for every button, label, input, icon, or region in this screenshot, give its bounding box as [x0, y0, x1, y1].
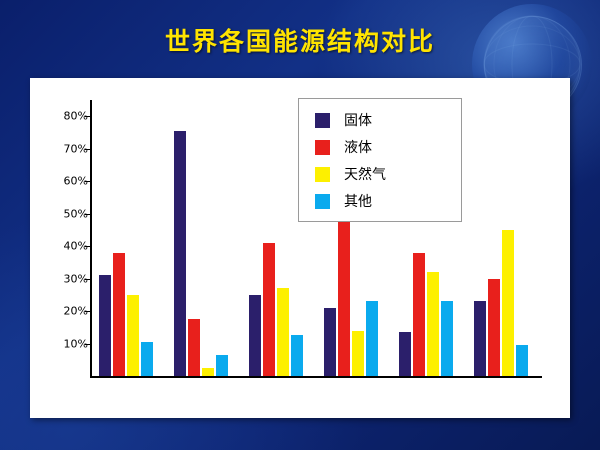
legend-swatch [315, 166, 330, 182]
y-tick-label: 60% [63, 174, 88, 188]
bar [398, 332, 411, 376]
bar [248, 294, 261, 376]
bar [126, 294, 139, 376]
bar [412, 252, 425, 376]
y-tick-label: 20% [63, 304, 88, 318]
bar [276, 288, 289, 376]
bar-group [167, 100, 242, 376]
bar [187, 319, 200, 376]
chart-legend: 固体 液体 天然气 其他 [298, 98, 462, 222]
bar [112, 252, 125, 376]
bar [337, 205, 350, 376]
y-tick-label: 10% [63, 337, 88, 351]
bar-group [392, 100, 467, 376]
y-tick-label: 70% [63, 142, 88, 156]
legend-label: 固体 [344, 113, 372, 129]
bar [351, 330, 364, 376]
y-tick-mark [85, 181, 91, 183]
y-tick-label: 50% [63, 207, 88, 221]
y-tick-label: 80% [63, 109, 88, 123]
legend-swatch [315, 112, 330, 128]
bar [487, 278, 500, 376]
bar [473, 301, 486, 376]
y-tick-mark [85, 343, 91, 345]
legend-item: 其他 [315, 190, 372, 212]
bar [262, 242, 275, 376]
bar [215, 354, 228, 376]
y-tick-mark [85, 116, 91, 118]
bar [323, 307, 336, 376]
y-tick-label: 40% [63, 239, 88, 253]
bar-group [92, 100, 167, 376]
bar-series-layer [92, 100, 542, 376]
legend-item: 液体 [315, 136, 372, 158]
x-axis [90, 376, 542, 378]
bar [440, 301, 453, 376]
bar [426, 272, 439, 376]
y-tick-mark [85, 311, 91, 313]
bar [173, 130, 186, 376]
bar [515, 345, 528, 376]
legend-swatch [315, 193, 330, 209]
y-tick-mark [85, 278, 91, 280]
bar [201, 367, 214, 376]
bar [98, 275, 111, 376]
legend-label: 其他 [344, 194, 372, 210]
legend-label: 液体 [344, 140, 372, 156]
chart-card: 10%20%30%40%50%60%70%80% 世界中国美国日本加拿大前苏联 … [30, 78, 570, 418]
legend-label: 天然气 [344, 167, 386, 183]
bar-group [467, 100, 542, 376]
y-tick-mark [85, 246, 91, 248]
bar [290, 335, 303, 376]
page-title: 世界各国能源结构对比 [164, 27, 435, 56]
y-tick-mark [85, 213, 91, 215]
y-axis [90, 100, 92, 378]
chart-plot-area: 10%20%30%40%50%60%70%80% 世界中国美国日本加拿大前苏联 … [30, 78, 570, 418]
legend-item: 固体 [315, 109, 372, 131]
bar-group [317, 100, 392, 376]
y-tick-mark [85, 148, 91, 150]
legend-swatch [315, 139, 330, 155]
bar-group [242, 100, 317, 376]
y-tick-label: 30% [63, 272, 88, 286]
bar [365, 301, 378, 376]
bar [140, 341, 153, 376]
legend-item: 天然气 [315, 163, 386, 185]
x-axis-category-labels: 世界中国美国日本加拿大前苏联 [92, 384, 542, 424]
bar [501, 229, 514, 376]
